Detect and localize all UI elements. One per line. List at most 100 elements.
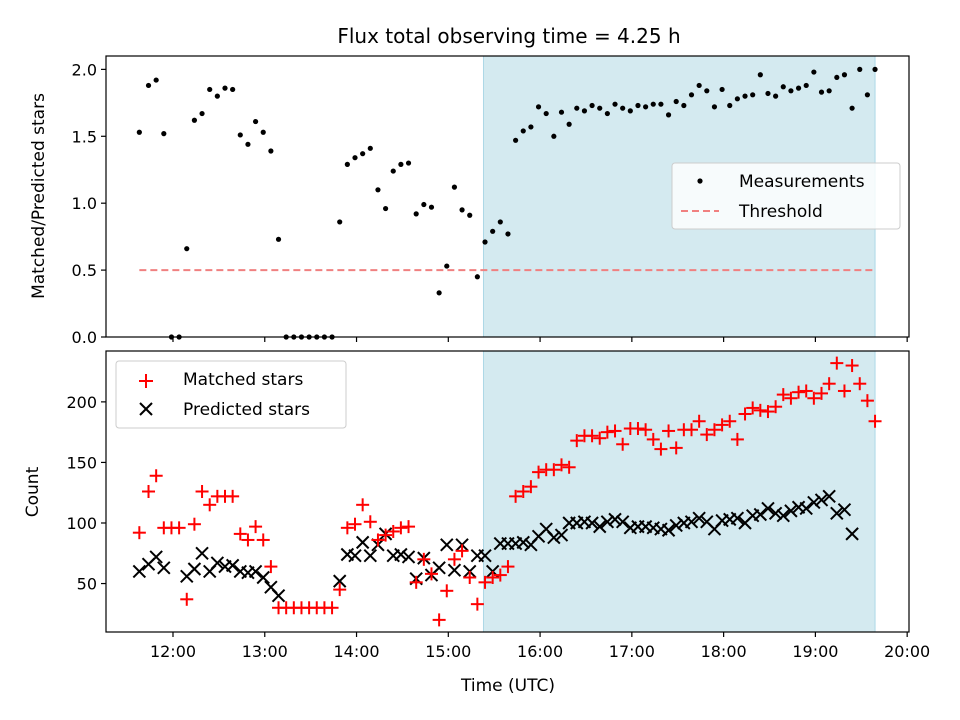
matched-star-point: [616, 437, 630, 451]
measurement-point: [673, 98, 679, 105]
count-x-tick-label: 16:00: [517, 642, 563, 661]
predicted-star-point: [608, 512, 622, 527]
measurement-point: [597, 105, 603, 111]
measurement-point: [795, 85, 802, 91]
predicted-star-point: [187, 562, 202, 576]
matched-star-point: [792, 385, 806, 399]
measurement-point: [643, 104, 649, 110]
measurement-point: [665, 112, 672, 118]
measurement-point: [765, 90, 771, 97]
measurement-point: [191, 117, 198, 123]
legend-predicted-marker: [139, 402, 153, 416]
matched-star-point: [463, 570, 477, 584]
matched-star-point: [799, 384, 813, 398]
matched-star-point: [662, 424, 676, 438]
measurement-point: [222, 85, 228, 91]
measurement-point: [627, 108, 633, 114]
matched-star-point: [394, 521, 408, 535]
measurement-point: [574, 105, 580, 111]
predicted-star-point: [593, 519, 607, 534]
measurement-point: [688, 92, 695, 98]
measurement-point: [260, 129, 266, 135]
measurement-point: [352, 155, 358, 161]
predicted-star-point: [478, 548, 492, 563]
measurement-point: [413, 211, 419, 217]
matched-star-point: [585, 429, 599, 443]
count-x-tick-label: 14:00: [333, 642, 379, 661]
matched-star-point: [845, 359, 859, 373]
measurement-point: [459, 207, 465, 213]
matched-star-point: [593, 431, 607, 445]
count-x-tick-label: 18:00: [701, 642, 747, 661]
ratio-legend: Measurements Threshold: [671, 162, 901, 230]
measurement-point: [214, 93, 220, 99]
count-axes: 50 100 150 200 12:00 13:00 14:00 15:00 16:00 17:0…: [66, 393, 930, 661]
ratio-panel: 0.00.51.01.52.0 Matched/Predicted stars …: [29, 55, 910, 347]
measurement-point: [803, 82, 809, 89]
matched-star-point: [440, 584, 454, 598]
count-x-tick-label: 19:00: [792, 642, 838, 661]
predicted-star-point: [132, 564, 147, 579]
legend-matched-marker: [139, 374, 153, 388]
matched-star-point: [470, 597, 484, 611]
matched-star-point: [172, 521, 186, 535]
predicted-star-point: [669, 518, 683, 533]
matched-star-point: [707, 423, 721, 437]
matched-star-point: [195, 485, 209, 498]
ratio-y-tick-label: 1.0: [72, 194, 97, 213]
matched-star-point: [233, 527, 247, 541]
ratio-y-axis-label: Matched/Predicted stars: [29, 93, 49, 299]
measurement-point: [849, 105, 855, 111]
matched-star-point: [325, 601, 339, 615]
count-marks: [132, 356, 882, 627]
matched-star-point: [493, 568, 507, 582]
count-plot-frame: [105, 350, 910, 633]
predicted-star-point: [333, 574, 347, 588]
predicted-star-point: [799, 501, 813, 516]
measurement-point: [360, 151, 366, 157]
count-x-tick-label: 17:00: [609, 642, 655, 661]
matched-star-point: [524, 480, 538, 494]
count-panel: 50 100 150 200 12:00 13:00 14:00 15:00 16:00 17:0…: [23, 350, 930, 696]
matched-star-point: [333, 583, 347, 597]
matched-star-point: [447, 552, 461, 566]
predicted-star-point: [684, 515, 699, 529]
predicted-star-point: [615, 515, 630, 529]
predicted-star-point: [807, 495, 821, 510]
measurement-point: [551, 133, 557, 139]
measurement-point: [268, 148, 274, 154]
measurement-point: [658, 101, 664, 107]
matched-star-point: [608, 424, 622, 438]
measurement-point: [398, 161, 404, 167]
measurement-point: [145, 82, 152, 89]
measurement-point: [337, 219, 343, 225]
matched-star-point: [570, 434, 584, 448]
measurement-point: [696, 82, 702, 89]
measurement-point: [497, 219, 503, 225]
predicted-star-point: [845, 527, 859, 541]
measurement-point: [773, 93, 779, 99]
measurement-point: [857, 66, 863, 72]
measurement-point: [681, 102, 687, 109]
measurement-point: [405, 160, 412, 166]
count-x-tick-label: 15:00: [425, 642, 471, 661]
predicted-star-point: [149, 550, 163, 564]
matched-star-point: [371, 533, 385, 547]
matched-star-point: [386, 524, 400, 538]
predicted-star-point: [210, 556, 225, 570]
ratio-y-axis: 0.0 0.5 1.0 1.5 2.0: [72, 60, 908, 347]
matched-star-point: [554, 458, 568, 472]
matched-star-point: [860, 394, 874, 408]
matched-star-point: [822, 377, 836, 391]
matched-star-point: [738, 407, 752, 421]
measurement-point: [505, 231, 511, 237]
matched-star-point: [761, 405, 775, 419]
matched-star-point: [149, 469, 163, 483]
matched-star-point: [715, 418, 729, 432]
measurement-point: [344, 161, 350, 167]
matched-star-point: [249, 520, 263, 534]
matched-star-point: [340, 521, 354, 535]
matched-star-point: [723, 414, 737, 428]
measurement-point: [237, 132, 243, 138]
predicted-star-point: [784, 504, 798, 518]
